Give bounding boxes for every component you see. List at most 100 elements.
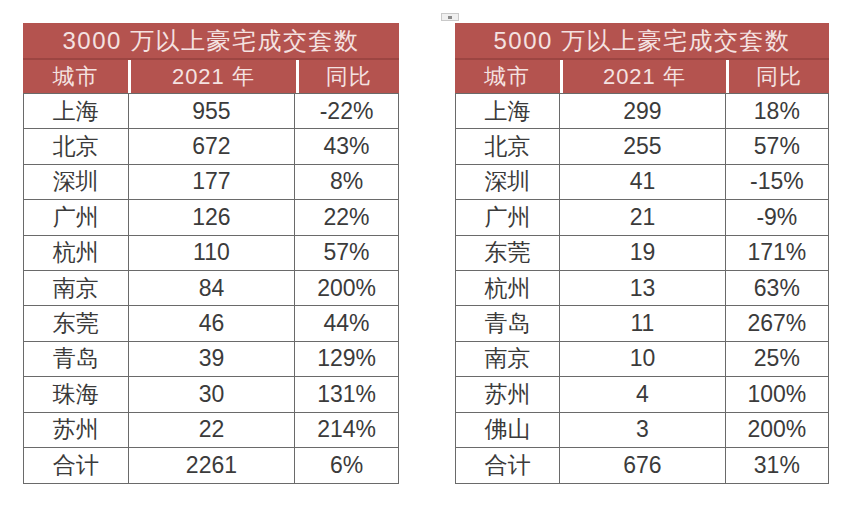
cell-city: 上海 xyxy=(456,94,560,128)
cell-city: 青岛 xyxy=(456,306,560,340)
header-city: 城市 xyxy=(23,60,128,93)
cell-2021-value: 22 xyxy=(129,413,295,447)
cell-2021-value: 39 xyxy=(129,342,295,376)
cell-yoy-value: 43% xyxy=(295,129,398,163)
table-row: 合计67631% xyxy=(456,448,828,483)
cell-yoy-value: 214% xyxy=(295,413,398,447)
cell-yoy-value: 200% xyxy=(726,413,828,447)
cell-city: 东莞 xyxy=(24,306,129,340)
table-row: 上海29918% xyxy=(456,94,828,129)
cell-2021-value: 299 xyxy=(560,94,726,128)
table-5000w-luxury-sales: 5000 万以上豪宅成交套数 城市 2021 年 同比 上海29918%北京25… xyxy=(455,23,829,484)
cell-2021-value: 177 xyxy=(129,165,295,199)
cell-yoy-value: 267% xyxy=(726,306,828,340)
cell-2021-value: 46 xyxy=(129,306,295,340)
cell-2021-value: 10 xyxy=(560,342,726,376)
cell-city: 上海 xyxy=(24,94,129,128)
cell-city: 南京 xyxy=(24,271,129,305)
cell-2021-value: 126 xyxy=(129,200,295,234)
table-body: 上海29918%北京25557%深圳41-15%广州21-9%东莞19171%杭… xyxy=(455,93,829,484)
cell-yoy-value: 171% xyxy=(726,236,828,270)
cell-yoy-value: 22% xyxy=(295,200,398,234)
cell-2021-value: 84 xyxy=(129,271,295,305)
table-row: 广州12622% xyxy=(24,200,398,235)
cell-2021-value: 13 xyxy=(560,271,726,305)
cell-2021-value: 672 xyxy=(129,129,295,163)
cell-city: 青岛 xyxy=(24,342,129,376)
cell-yoy-value: 63% xyxy=(726,271,828,305)
cell-2021-value: 30 xyxy=(129,377,295,411)
cell-2021-value: 41 xyxy=(560,165,726,199)
table-row: 北京25557% xyxy=(456,129,828,164)
cell-city: 北京 xyxy=(24,129,129,163)
cell-yoy-value: -9% xyxy=(726,200,828,234)
table-row: 深圳41-15% xyxy=(456,165,828,200)
cell-city: 杭州 xyxy=(456,271,560,305)
table-row: 广州21-9% xyxy=(456,200,828,235)
header-2021: 2021 年 xyxy=(128,60,295,93)
cell-yoy-value: 6% xyxy=(295,448,398,483)
cell-2021-value: 2261 xyxy=(129,448,295,483)
cell-2021-value: 255 xyxy=(560,129,726,163)
header-2021: 2021 年 xyxy=(560,60,726,93)
table-row: 青岛39129% xyxy=(24,342,398,377)
cell-yoy-value: 31% xyxy=(726,448,828,483)
cell-yoy-value: 200% xyxy=(295,271,398,305)
header-city: 城市 xyxy=(455,60,560,93)
table-row: 杭州1363% xyxy=(456,271,828,306)
cell-city: 北京 xyxy=(456,129,560,163)
table-row: 深圳1778% xyxy=(24,165,398,200)
cell-2021-value: 110 xyxy=(129,236,295,270)
table-header-row: 城市 2021 年 同比 xyxy=(455,60,829,93)
cell-yoy-value: 8% xyxy=(295,165,398,199)
cell-2021-value: 21 xyxy=(560,200,726,234)
cell-city: 广州 xyxy=(456,200,560,234)
cell-yoy-value: 57% xyxy=(726,129,828,163)
table-row: 南京84200% xyxy=(24,271,398,306)
table-row: 合计22616% xyxy=(24,448,398,483)
cell-2021-value: 3 xyxy=(560,413,726,447)
cell-city: 杭州 xyxy=(24,236,129,270)
cell-city: 广州 xyxy=(24,200,129,234)
cell-city: 深圳 xyxy=(456,165,560,199)
cell-city: 南京 xyxy=(456,342,560,376)
cell-city: 深圳 xyxy=(24,165,129,199)
tiny-artifact xyxy=(441,13,459,21)
table-row: 上海955-22% xyxy=(24,94,398,129)
table-row: 东莞19171% xyxy=(456,236,828,271)
table-row: 南京1025% xyxy=(456,342,828,377)
cell-city: 合计 xyxy=(456,448,560,483)
table-row: 杭州11057% xyxy=(24,236,398,271)
table-row: 苏州22214% xyxy=(24,413,398,448)
table-row: 北京67243% xyxy=(24,129,398,164)
cell-city: 苏州 xyxy=(456,377,560,411)
cell-yoy-value: 129% xyxy=(295,342,398,376)
cell-city: 东莞 xyxy=(456,236,560,270)
cell-city: 珠海 xyxy=(24,377,129,411)
table-row: 苏州4100% xyxy=(456,377,828,412)
cell-2021-value: 955 xyxy=(129,94,295,128)
cell-city: 苏州 xyxy=(24,413,129,447)
table-row: 青岛11267% xyxy=(456,306,828,341)
cell-city: 合计 xyxy=(24,448,129,483)
table-row: 珠海30131% xyxy=(24,377,398,412)
table-body: 上海955-22%北京67243%深圳1778%广州12622%杭州11057%… xyxy=(23,93,399,484)
cell-yoy-value: 44% xyxy=(295,306,398,340)
cell-city: 佛山 xyxy=(456,413,560,447)
cell-2021-value: 19 xyxy=(560,236,726,270)
cell-yoy-value: -15% xyxy=(726,165,828,199)
cell-2021-value: 676 xyxy=(560,448,726,483)
header-yoy: 同比 xyxy=(726,60,829,93)
cell-2021-value: 11 xyxy=(560,306,726,340)
table-title: 3000 万以上豪宅成交套数 xyxy=(23,23,399,60)
header-yoy: 同比 xyxy=(296,60,399,93)
cell-yoy-value: 100% xyxy=(726,377,828,411)
cell-yoy-value: 57% xyxy=(295,236,398,270)
table-3000w-luxury-sales: 3000 万以上豪宅成交套数 城市 2021 年 同比 上海955-22%北京6… xyxy=(23,23,399,484)
table-row: 佛山3200% xyxy=(456,413,828,448)
table-header-row: 城市 2021 年 同比 xyxy=(23,60,399,93)
cell-2021-value: 4 xyxy=(560,377,726,411)
cell-yoy-value: -22% xyxy=(295,94,398,128)
cell-yoy-value: 18% xyxy=(726,94,828,128)
table-row: 东莞4644% xyxy=(24,306,398,341)
